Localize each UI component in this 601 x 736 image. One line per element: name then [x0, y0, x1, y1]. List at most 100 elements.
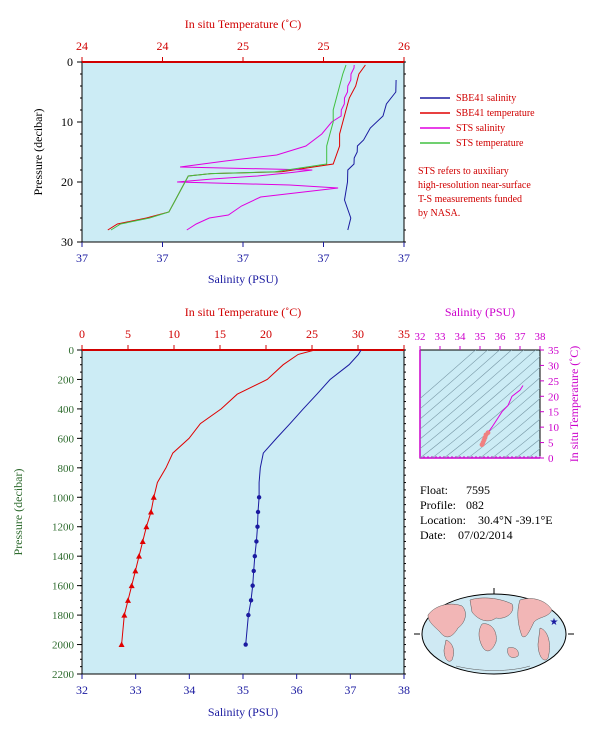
main-bottom-tick-label: 38 — [398, 683, 410, 697]
temperature-marker — [118, 641, 125, 648]
main-left-tick-label: 200 — [58, 374, 75, 386]
note-line: by NASA. — [418, 208, 460, 219]
series-line — [343, 79, 397, 231]
main-top-tick-label: 25 — [306, 327, 318, 341]
density-contour — [420, 350, 512, 430]
main-left-tick-label: 0 — [69, 345, 75, 357]
density-contour — [455, 387, 540, 458]
ts-inset: Salinity (PSU) In situ Temperature (˚C) … — [415, 305, 582, 465]
density-contour — [467, 398, 540, 458]
density-contour — [420, 350, 500, 420]
temperature-marker — [150, 494, 157, 500]
salinity-marker — [254, 539, 259, 544]
density-contour — [420, 350, 488, 410]
main-top-tick-label: 10 — [168, 327, 180, 341]
temperature-marker — [132, 567, 139, 574]
salinity-marker — [248, 598, 254, 603]
inset-plot-area — [419, 349, 541, 459]
main-top-axis-title: In situ Temperature (˚C) — [185, 305, 302, 319]
float-location-star-icon: ★ — [550, 617, 559, 628]
temperature-marker — [136, 553, 143, 559]
main-bottom-tick-label: 35 — [237, 683, 249, 697]
left-tick-label: 10 — [61, 115, 73, 129]
salinity-marker — [255, 524, 260, 529]
density-contour — [443, 377, 540, 458]
main-bottom-tick-label: 34 — [183, 683, 195, 697]
main-top-tick-label: 5 — [125, 327, 131, 341]
note-line: high-resolution near-surface — [418, 180, 531, 191]
profile-value: 082 — [466, 498, 484, 512]
main-bottom-tick-label: 32 — [76, 683, 88, 697]
density-contour — [527, 448, 540, 458]
main-left-tick-label: 1400 — [52, 551, 75, 563]
density-contour — [491, 418, 540, 458]
inset-top-tick-label: 36 — [495, 331, 507, 343]
density-contour — [420, 350, 524, 440]
density-contour — [503, 428, 540, 458]
main-left-tick-label: 1000 — [52, 492, 75, 504]
inset-top-tick-label: 33 — [435, 331, 447, 343]
bottom-tick-label: 37 — [318, 251, 330, 265]
density-contour — [420, 356, 540, 458]
density-contour — [515, 438, 540, 458]
legend-entry: STS temperature — [456, 138, 524, 149]
top-chart: In situ Temperature (˚C) Salinity (PSU) … — [31, 17, 535, 286]
inset-top-tick-label: 32 — [415, 331, 426, 343]
main-left-tick-label: 1800 — [52, 610, 75, 622]
main-top-tick-label: 20 — [260, 327, 272, 341]
map-land — [443, 639, 454, 662]
bottom-tick-label: 37 — [76, 251, 88, 265]
map-land — [469, 597, 514, 622]
density-contour — [420, 350, 476, 399]
left-tick-label: 0 — [67, 55, 73, 69]
inset-right-tick-label: 10 — [548, 422, 560, 434]
main-top-tick-label: 15 — [214, 327, 226, 341]
location-value: 30.4°N -39.1°E — [478, 513, 553, 527]
main-top-tick-label: 35 — [398, 327, 410, 341]
main-left-tick-label: 600 — [58, 433, 75, 445]
map-land — [517, 598, 553, 638]
legend-entry: SBE41 salinity — [456, 93, 516, 104]
main-bottom-tick-label: 36 — [291, 683, 303, 697]
density-contour — [420, 350, 536, 450]
legend-entry: STS salinity — [456, 123, 505, 134]
salinity-marker — [251, 568, 256, 574]
note-line: STS refers to auxiliary — [418, 166, 509, 177]
date-label: Date: — [420, 528, 446, 542]
left-tick-label: 30 — [61, 235, 73, 249]
date-value: 07/02/2014 — [458, 528, 513, 542]
temperature-line — [121, 349, 315, 645]
inset-right-tick-label: 0 — [548, 453, 554, 465]
main-top-tick-label: 30 — [352, 327, 364, 341]
main-chart: In situ Temperature (˚C) Salinity (PSU) … — [11, 305, 410, 719]
bottom-tick-label: 37 — [157, 251, 169, 265]
map-land — [507, 647, 519, 658]
location-label: Location: — [420, 513, 466, 527]
inset-top-tick-label: 38 — [535, 331, 547, 343]
salinity-marker — [255, 509, 261, 515]
inset-right-tick-label: 15 — [548, 407, 560, 419]
left-tick-label: 20 — [61, 175, 73, 189]
inset-right-tick-label: 30 — [548, 360, 560, 372]
top-tick-label: 25 — [318, 39, 330, 53]
main-left-tick-label: 2200 — [52, 669, 75, 681]
top-tick-label: 24 — [157, 39, 169, 53]
inset-right-tick-label: 20 — [548, 391, 560, 403]
top-plot-area — [81, 61, 405, 243]
main-top-tick-label: 0 — [79, 327, 85, 341]
float-label: Float: — [420, 483, 448, 497]
salinity-marker — [243, 642, 248, 647]
series-line — [177, 64, 355, 231]
main-left-axis-title: Pressure (decibar) — [11, 469, 25, 556]
inset-right-axis-title: In situ Temperature (˚C) — [567, 346, 581, 463]
note: STS refers to auxiliary high-resolution … — [418, 166, 531, 219]
inset-top-tick-label: 34 — [455, 331, 467, 343]
inset-top-tick-label: 35 — [475, 331, 487, 343]
map-land — [427, 603, 466, 638]
main-bottom-tick-label: 33 — [130, 683, 142, 697]
bottom-tick-label: 37 — [237, 251, 249, 265]
inset-top-axis-title: Salinity (PSU) — [445, 305, 515, 319]
float-value: 7595 — [466, 483, 490, 497]
top-tick-label: 24 — [76, 39, 88, 53]
note-line: T-S measurements funded — [418, 194, 522, 205]
